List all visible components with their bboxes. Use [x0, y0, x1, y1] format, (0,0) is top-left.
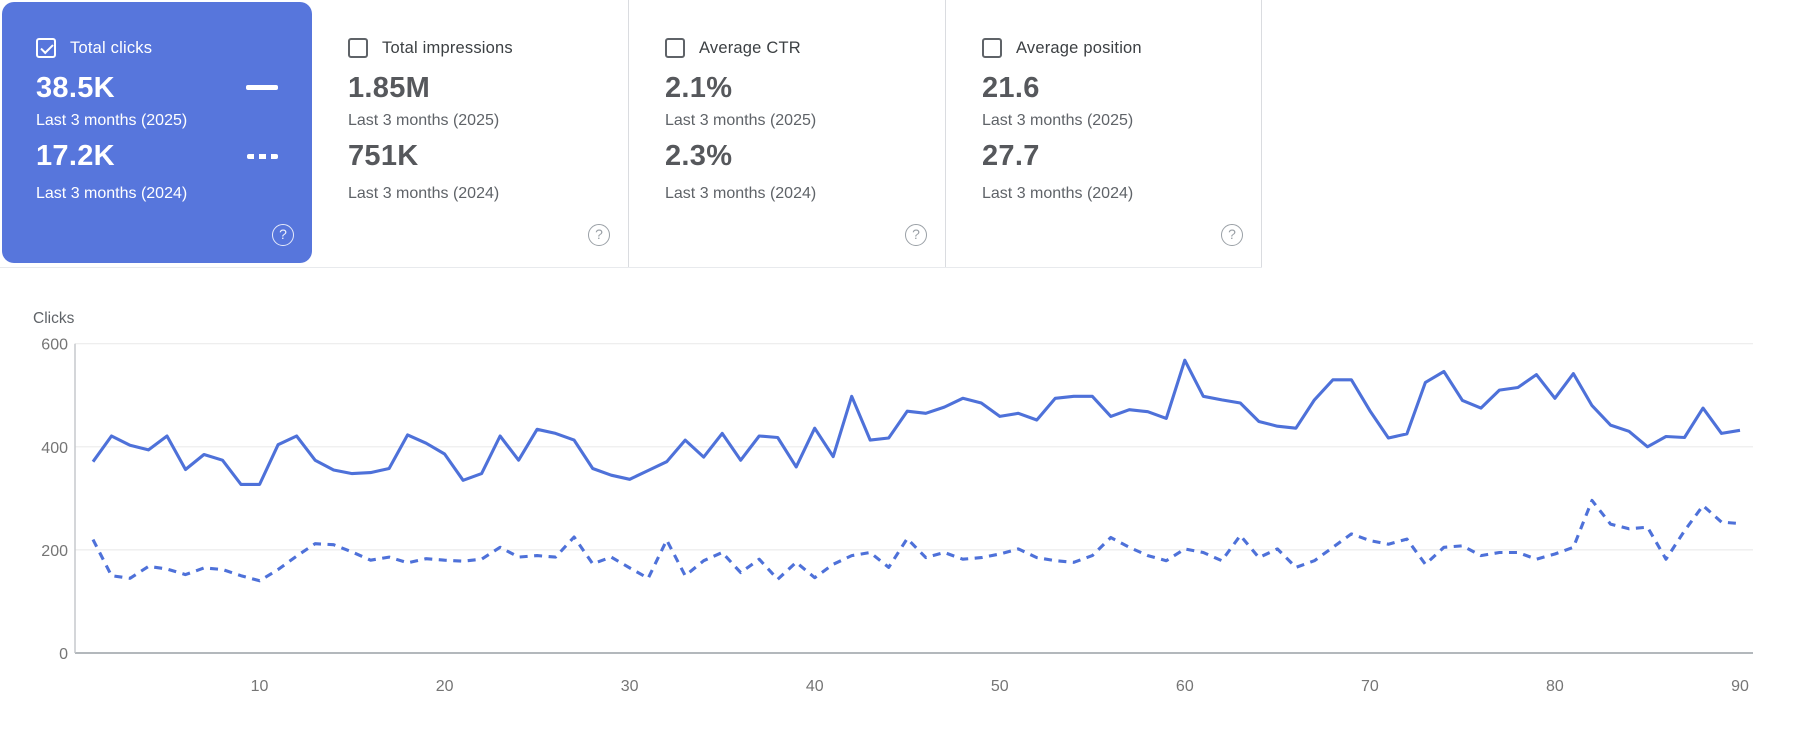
metric-card-average-ctr[interactable]: Average CTR 2.1% Last 3 months (2025) 2.…: [628, 0, 945, 268]
metric-label: Total impressions: [382, 38, 513, 57]
metric-value-2025: 21.6: [982, 72, 1040, 104]
metric-value-2025: 2.1%: [665, 72, 733, 104]
metric-label: Average CTR: [699, 38, 801, 57]
checkbox-unchecked-icon[interactable]: [982, 38, 1002, 58]
metric-value-2024: 27.7: [982, 140, 1040, 172]
help-icon[interactable]: ?: [1221, 224, 1243, 246]
metric-card-total-clicks[interactable]: Total clicks 38.5K Last 3 months (2025) …: [0, 0, 312, 268]
metric-label: Average position: [1016, 38, 1142, 57]
cards-row-divider: [0, 267, 1262, 268]
y-tick-label: 600: [41, 337, 68, 354]
checkbox-unchecked-icon[interactable]: [348, 38, 368, 58]
metric-value-2025: 38.5K: [36, 72, 115, 104]
x-tick-label: 70: [1361, 678, 1379, 695]
help-icon[interactable]: ?: [272, 224, 294, 246]
metric-period-2025: Last 3 months (2025): [348, 112, 500, 129]
series-line-2024-dashed: [91, 498, 1741, 583]
x-tick-label: 40: [806, 678, 824, 695]
clicks-line-chart: 0 200 400 600 Clicks 10 20 30 40 50 60 70 80 90: [33, 310, 1753, 695]
x-tick-label: 30: [621, 678, 639, 695]
x-tick-label: 80: [1546, 678, 1564, 695]
metric-period-2024: Last 3 months (2024): [665, 185, 817, 202]
metric-period-2024: Last 3 months (2024): [36, 185, 188, 202]
metric-value-2024: 751K: [348, 140, 419, 172]
help-icon[interactable]: ?: [588, 224, 610, 246]
metric-card-average-position[interactable]: Average position 21.6 Last 3 months (202…: [945, 0, 1262, 268]
series-line-2025-solid: [91, 358, 1741, 486]
y-tick-label: 200: [41, 543, 68, 560]
help-icon[interactable]: ?: [905, 224, 927, 246]
x-tick-label: 20: [436, 678, 454, 695]
y-tick-label: 400: [41, 440, 68, 457]
metric-card-total-impressions[interactable]: Total impressions 1.85M Last 3 months (2…: [312, 0, 628, 268]
metric-period-2025: Last 3 months (2025): [665, 112, 817, 129]
metric-period-2025: Last 3 months (2025): [36, 112, 188, 129]
metric-value-2024: 17.2K: [36, 140, 115, 172]
solid-line-legend-icon: [246, 85, 278, 90]
metric-value-2025: 1.85M: [348, 72, 431, 104]
dashed-line-legend-icon: [247, 154, 278, 159]
metric-period-2025: Last 3 months (2025): [982, 112, 1134, 129]
checkbox-unchecked-icon[interactable]: [665, 38, 685, 58]
metric-period-2024: Last 3 months (2024): [348, 185, 500, 202]
x-tick-label: 90: [1731, 678, 1749, 695]
checkbox-checked-icon[interactable]: [36, 38, 56, 58]
metric-period-2024: Last 3 months (2024): [982, 185, 1134, 202]
metrics-cards-row: Total clicks 38.5K Last 3 months (2025) …: [0, 0, 1262, 268]
x-tick-label: 50: [991, 678, 1009, 695]
x-tick-label: 10: [251, 678, 269, 695]
metric-label: Total clicks: [70, 38, 153, 57]
y-tick-label: 0: [59, 646, 68, 663]
metric-value-2024: 2.3%: [665, 140, 733, 172]
x-tick-label: 60: [1176, 678, 1194, 695]
y-axis-title: Clicks: [33, 310, 75, 327]
